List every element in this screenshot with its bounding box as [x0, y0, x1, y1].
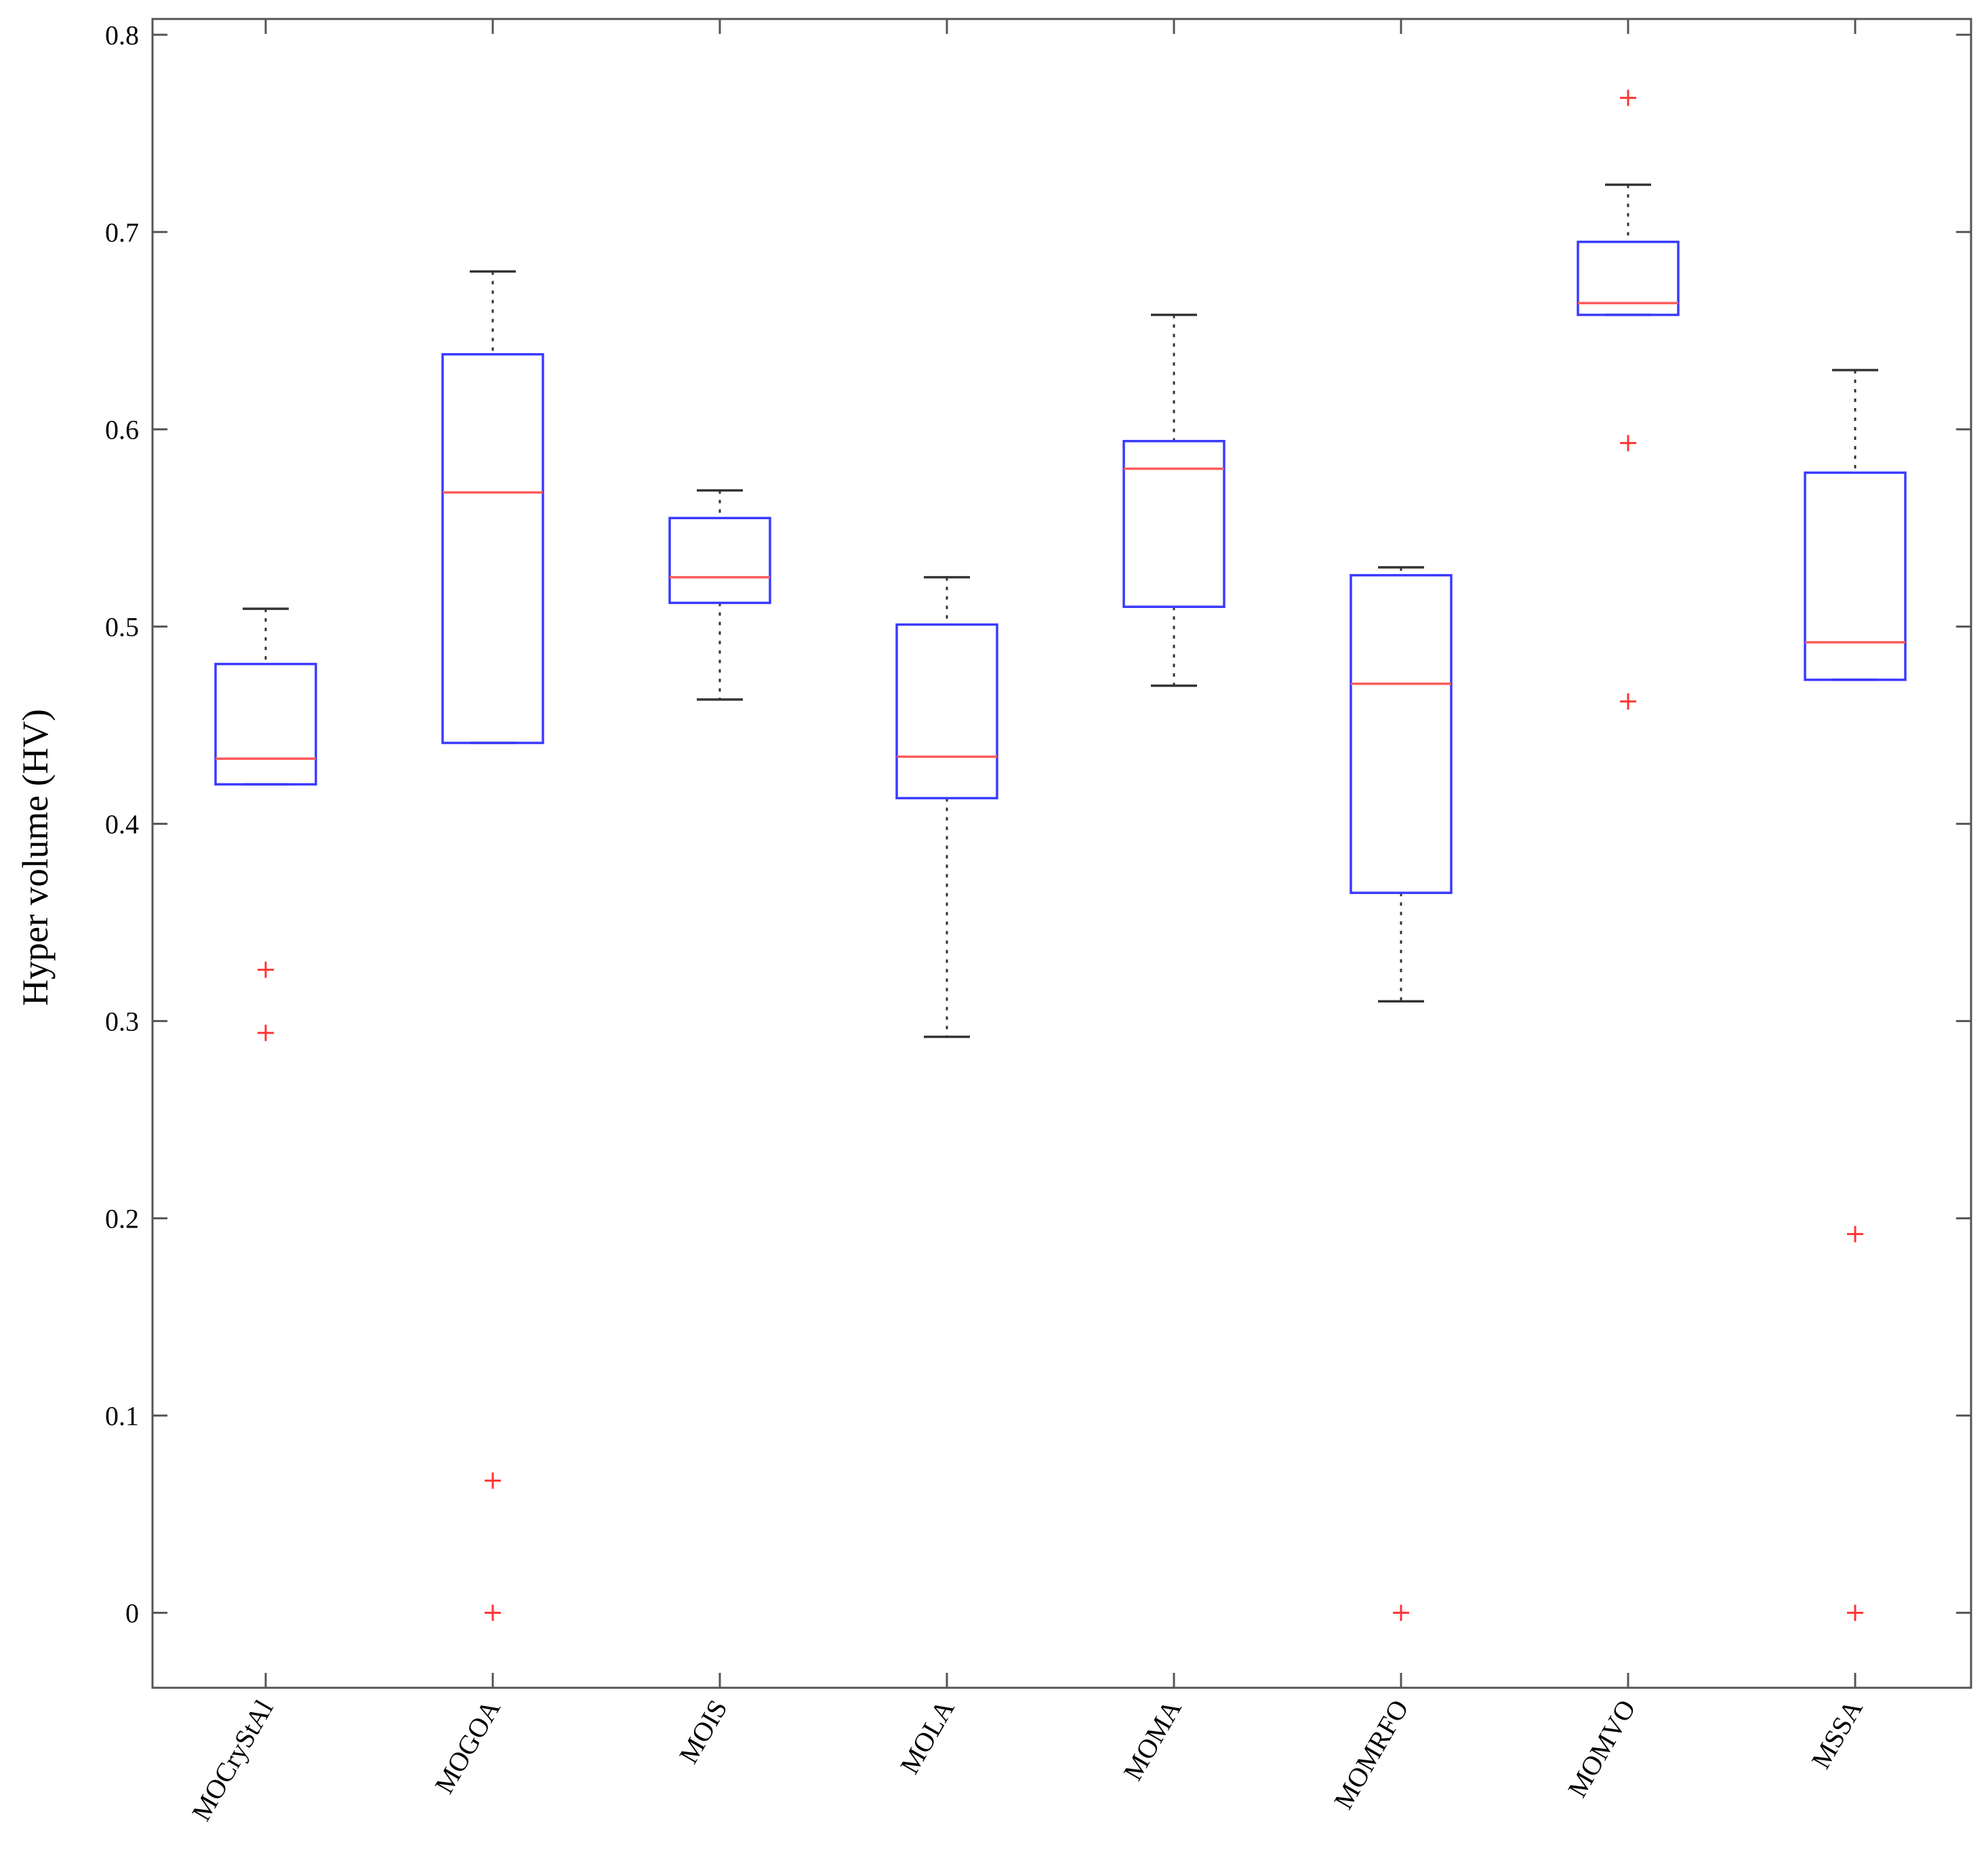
y-axis: 0 0.1 0.2 0.3 0.4 0.5 0.6 0.7 0.8: [105, 20, 1971, 1628]
y-tick-label: 0.8: [105, 20, 139, 50]
box-iqr: [214, 662, 317, 786]
y-tick-label: 0: [125, 1598, 139, 1628]
box-group-mois: [668, 489, 771, 701]
outlier-marker: [258, 1024, 274, 1041]
outlier-marker: [1393, 1604, 1409, 1621]
x-tick-label: MOIS: [673, 1695, 733, 1768]
box-group-mogoa: [441, 270, 544, 1621]
box-iqr: [895, 623, 998, 800]
plot-area: [151, 18, 1972, 1689]
y-tick-label: 0.6: [105, 414, 139, 445]
outlier-marker: [485, 1472, 501, 1489]
outlier-marker: [1847, 1604, 1863, 1621]
outlier-marker: [1620, 89, 1636, 106]
box-iqr: [1122, 440, 1225, 608]
outlier-marker: [1620, 434, 1636, 451]
box-group-momrfo: [1350, 566, 1453, 1621]
x-tick-label: MOMA: [1117, 1695, 1187, 1785]
outlier-marker: [258, 961, 274, 978]
box-group-mola: [895, 575, 998, 1038]
axes-frame: [151, 18, 1972, 1689]
box-iqr: [1350, 573, 1453, 894]
y-tick-label: 0.3: [105, 1006, 139, 1036]
x-tick-label: MOMVO: [1562, 1695, 1642, 1802]
outlier-marker: [1847, 1225, 1863, 1242]
y-tick-label: 0.5: [105, 611, 139, 642]
box-iqr: [668, 516, 771, 605]
x-tick-label: MOMRFO: [1328, 1695, 1415, 1815]
x-tick-label: MOGOA: [428, 1695, 506, 1798]
y-tick-label: 0.2: [105, 1203, 139, 1234]
outlier-marker: [1620, 693, 1636, 710]
y-axis-title: Hyper volume (HV): [15, 709, 56, 1006]
box-iqr: [1804, 471, 1907, 681]
y-tick-label: 0.7: [105, 217, 139, 247]
box-series: [214, 89, 1907, 1621]
box-group-mssa: [1804, 369, 1907, 1621]
outlier-marker: [485, 1604, 501, 1621]
y-tick-label: 0.4: [105, 809, 139, 839]
x-tick-label: MOLA: [894, 1695, 960, 1779]
box-group-moma: [1122, 313, 1225, 687]
x-axis: MOCryStAl MOGOA MOIS MOLA MOMA MOMRFO MOMVO MSS…: [186, 19, 1869, 1826]
box-iqr: [1577, 241, 1680, 317]
box-iqr: [441, 352, 544, 744]
x-tick-label: MSSA: [1805, 1695, 1869, 1774]
box-group-momvo: [1577, 89, 1680, 710]
x-tick-label: MOCryStAl: [186, 1695, 279, 1826]
y-tick-label: 0.1: [105, 1400, 139, 1431]
box-group-mocrystal: [214, 607, 317, 1041]
